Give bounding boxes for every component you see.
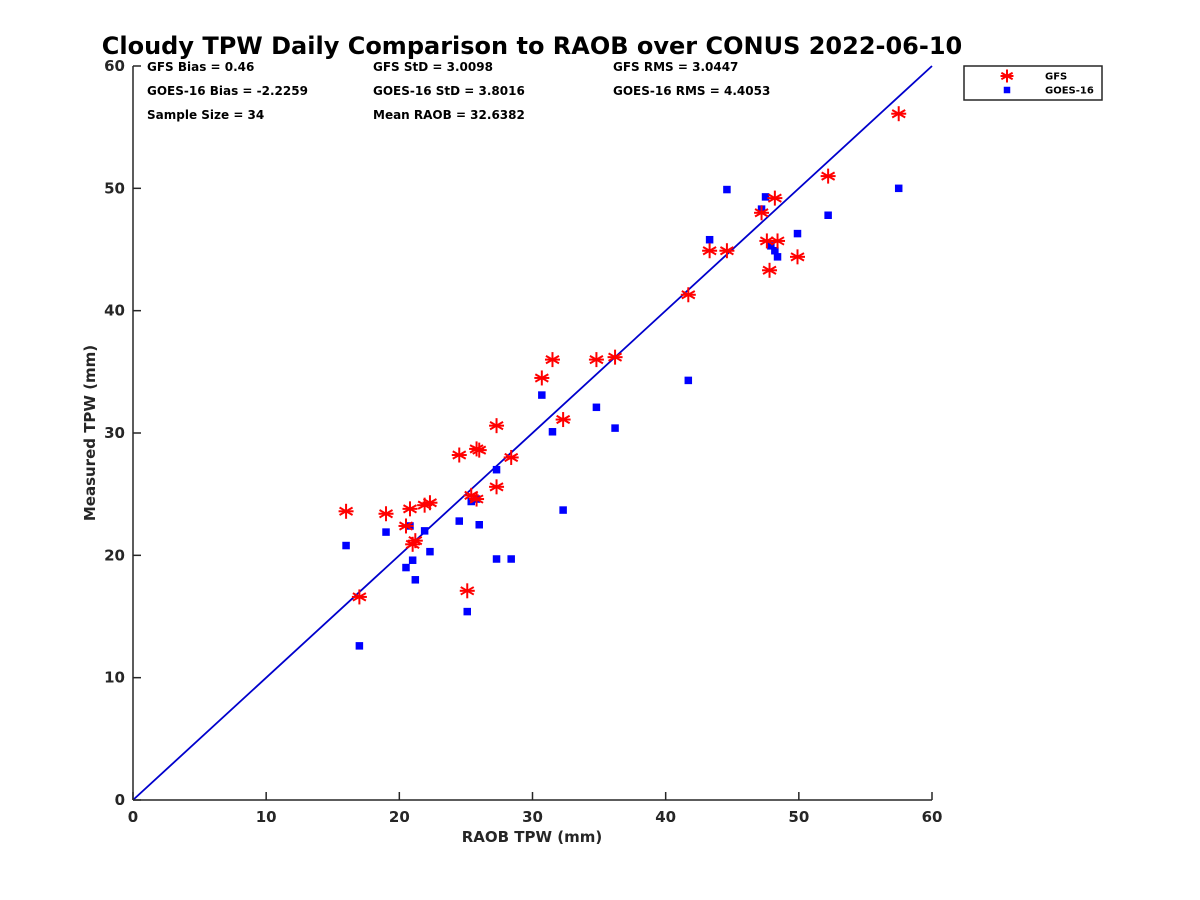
y-tick-label: 10 <box>104 669 125 687</box>
data-point <box>489 418 505 434</box>
data-point <box>891 106 907 122</box>
data-point <box>754 205 770 221</box>
x-tick-label: 40 <box>655 808 676 826</box>
data-point <box>451 447 467 463</box>
stat-text: GFS StD = 3.0098 <box>373 60 493 74</box>
data-point <box>793 229 802 238</box>
y-tick-label: 20 <box>104 546 125 564</box>
legend: GFS GOES-16 <box>963 65 1103 101</box>
data-point <box>351 589 367 605</box>
data-point <box>761 193 770 201</box>
data-point <box>607 349 623 365</box>
data-point <box>544 352 560 368</box>
data-point <box>382 528 390 536</box>
stat-text: GOES-16 RMS = 4.4053 <box>613 84 770 98</box>
stat-text: GOES-16 Bias = -2.2259 <box>147 84 308 98</box>
one-to-one-line <box>132 65 933 801</box>
data-point <box>503 449 519 465</box>
data-point <box>469 491 485 507</box>
data-point <box>680 287 696 303</box>
y-tick-label: 60 <box>104 57 125 75</box>
data-point <box>559 506 567 514</box>
data-point <box>548 428 557 436</box>
x-tick-label: 50 <box>788 808 809 826</box>
data-point <box>762 262 778 278</box>
data-point <box>767 242 775 250</box>
chart-title: Cloudy TPW Daily Comparison to RAOB over… <box>102 32 962 60</box>
data-point <box>402 563 410 572</box>
y-tick-label: 40 <box>104 302 125 320</box>
data-point <box>684 376 693 385</box>
stat-text: Sample Size = 34 <box>147 108 264 122</box>
data-point <box>338 503 354 519</box>
data-point <box>471 442 487 458</box>
data-point <box>592 403 601 412</box>
data-point <box>407 533 423 549</box>
data-point <box>719 243 735 259</box>
x-tick-label: 60 <box>922 808 943 826</box>
stat-text: Mean RAOB = 32.6382 <box>373 108 525 122</box>
data-point <box>790 249 806 265</box>
reference-line-group <box>132 65 933 801</box>
data-point <box>820 168 836 184</box>
data-point <box>411 576 420 584</box>
x-axis-label: RAOB TPW (mm) <box>462 828 603 846</box>
stat-text: GOES-16 StD = 3.8016 <box>373 84 525 98</box>
data-point <box>507 555 515 563</box>
legend-label: GOES-16 <box>1045 86 1094 97</box>
legend-marker <box>1003 86 1011 94</box>
x-tick-label: 20 <box>389 808 410 826</box>
data-point <box>770 233 786 249</box>
data-point <box>824 211 832 219</box>
statistics-panel: GFS Bias = 0.46 GFS StD = 3.0098 GFS RMS =… <box>147 60 770 122</box>
data-point <box>398 518 414 534</box>
data-point <box>555 412 571 428</box>
data-point <box>702 243 718 259</box>
y-tick-label: 50 <box>104 179 125 197</box>
data-point <box>767 190 783 206</box>
y-tick-label: 0 <box>115 791 125 809</box>
data-point <box>538 391 546 399</box>
legend-marker <box>1000 69 1014 83</box>
data-point <box>723 185 731 194</box>
series-gfs <box>338 106 907 605</box>
data-point <box>422 495 438 511</box>
data-point <box>402 501 418 517</box>
data-points <box>338 106 907 650</box>
data-point <box>342 541 350 550</box>
x-tick-label: 0 <box>128 808 138 826</box>
data-point <box>426 547 434 556</box>
data-point <box>611 424 619 432</box>
stat-text: GFS RMS = 3.0447 <box>613 60 738 74</box>
data-point <box>408 556 417 564</box>
legend-label: GFS <box>1045 72 1067 83</box>
data-point <box>420 527 429 535</box>
data-point <box>705 235 714 244</box>
x-tick-label: 10 <box>256 808 277 826</box>
axis-ticks: 0 10 20 30 40 50 60 0 10 20 30 40 50 60 <box>104 57 942 826</box>
data-point <box>355 642 364 650</box>
data-point <box>455 517 464 525</box>
data-point <box>475 521 483 529</box>
data-point <box>773 253 782 261</box>
data-point <box>771 246 779 255</box>
y-axis-label: Measured TPW (mm) <box>81 345 99 521</box>
data-point <box>534 370 550 386</box>
data-point <box>463 607 471 616</box>
x-tick-label: 30 <box>522 808 543 826</box>
stat-text: GFS Bias = 0.46 <box>147 60 254 74</box>
data-point <box>492 465 501 474</box>
series-goes-16 <box>342 184 903 650</box>
data-point <box>459 583 475 599</box>
data-point <box>588 352 604 368</box>
data-point <box>489 479 505 495</box>
y-tick-label: 30 <box>104 424 125 442</box>
data-point <box>378 506 394 522</box>
legend-box <box>963 65 1103 101</box>
data-point <box>492 555 501 563</box>
data-point <box>894 184 903 193</box>
